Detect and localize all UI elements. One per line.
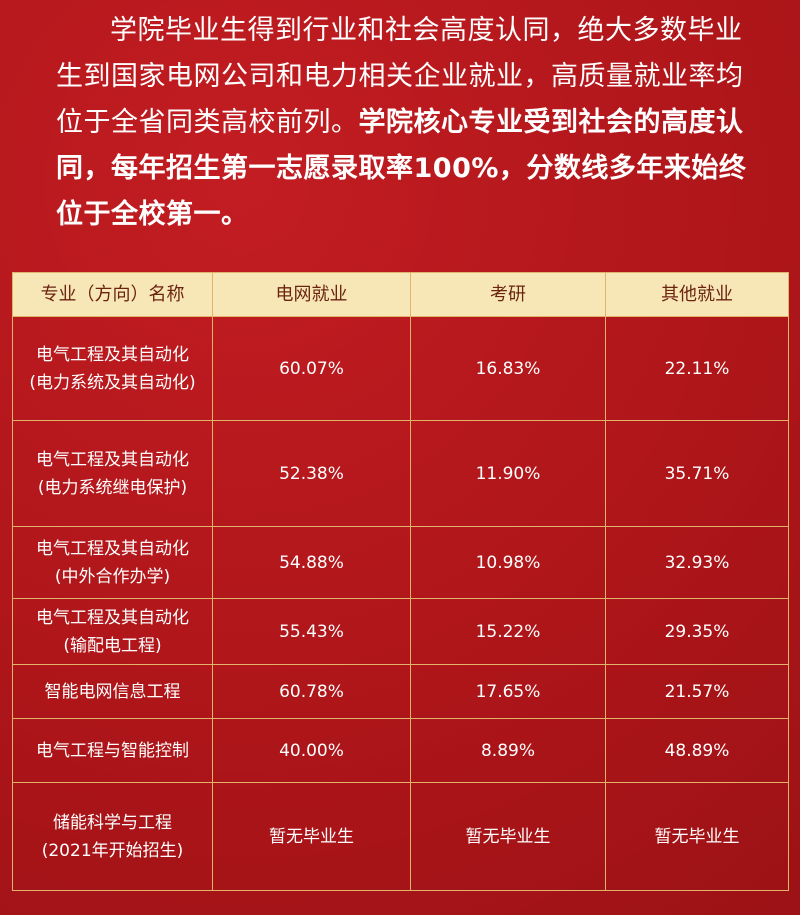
rate-cell: 55.43% (212, 598, 411, 665)
rate-cell: 21.57% (605, 664, 789, 719)
rate-cell: 29.35% (605, 598, 789, 665)
employment-table: 专业（方向）名称 电网就业 考研 其他就业 电气工程及其自动化 (电力系统及其自动化) 6… (12, 272, 789, 891)
major-name-line: 电气工程与智能控制 (36, 740, 189, 761)
header-cell: 电网就业 (212, 272, 411, 317)
rate-cell: 11.90% (410, 420, 606, 527)
rate-cell: 40.00% (212, 718, 411, 783)
major-name-line: 电气工程及其自动化 (36, 449, 189, 470)
major-name-line: 电气工程及其自动化 (36, 344, 189, 365)
header-cell: 专业（方向）名称 (12, 272, 213, 317)
major-name-line: 智能电网信息工程 (44, 681, 181, 702)
header-cell: 其他就业 (605, 272, 789, 317)
rate-cell: 暂无毕业生 (410, 782, 606, 891)
rate-cell: 16.83% (410, 316, 606, 421)
intro-paragraph: 学院毕业生得到行业和社会高度认同，绝大多数毕业生到国家电网公司和电力相关企业就业… (56, 8, 768, 238)
rate-cell: 22.11% (605, 316, 789, 421)
major-name-line: (电力系统继电保护) (37, 477, 188, 498)
major-name-cell: 智能电网信息工程 (12, 664, 213, 719)
table-row: 储能科学与工程 (2021年开始招生) 暂无毕业生 暂无毕业生 暂无毕业生 (12, 782, 789, 891)
rate-cell: 52.38% (212, 420, 411, 527)
table-row: 电气工程及其自动化 (电力系统及其自动化) 60.07% 16.83% 22.11% (12, 316, 789, 421)
intro-bold-text: 学院核心专业受到社会的高度认同，每年招生第一志愿录取率100%，分数线多年来始终… (56, 107, 747, 230)
header-cell: 考研 (410, 272, 606, 317)
rate-cell: 17.65% (410, 664, 606, 719)
major-name-line: 电气工程及其自动化 (36, 538, 189, 559)
major-name-cell: 电气工程与智能控制 (12, 718, 213, 783)
table-row: 电气工程及其自动化 (中外合作办学) 54.88% 10.98% 32.93% (12, 526, 789, 599)
rate-cell: 48.89% (605, 718, 789, 783)
major-name-cell: 电气工程及其自动化 (电力系统继电保护) (12, 420, 213, 527)
rate-cell: 54.88% (212, 526, 411, 599)
major-name-line: (电力系统及其自动化) (29, 372, 196, 393)
major-name-line: (2021年开始招生) (41, 840, 184, 861)
rate-cell: 8.89% (410, 718, 606, 783)
header-row: 专业（方向）名称 电网就业 考研 其他就业 (12, 272, 789, 317)
major-name-cell: 电气工程及其自动化 (输配电工程) (12, 598, 213, 665)
rate-cell: 35.71% (605, 420, 789, 527)
rate-cell: 15.22% (410, 598, 606, 665)
rate-cell: 暂无毕业生 (605, 782, 789, 891)
rate-cell: 60.07% (212, 316, 411, 421)
table-row: 智能电网信息工程 60.78% 17.65% 21.57% (12, 664, 789, 719)
rate-cell: 10.98% (410, 526, 606, 599)
intro-text: 学院毕业生得到行业和社会高度认同，绝大多数毕业生到国家电网公司和电力相关企业就业… (56, 15, 744, 138)
rate-cell: 32.93% (605, 526, 789, 599)
table-row: 电气工程及其自动化 (输配电工程) 55.43% 15.22% 29.35% (12, 598, 789, 665)
major-name-line: 储能科学与工程 (53, 812, 172, 833)
major-name-cell: 储能科学与工程 (2021年开始招生) (12, 782, 213, 891)
major-name-cell: 电气工程及其自动化 (电力系统及其自动化) (12, 316, 213, 421)
major-name-cell: 电气工程及其自动化 (中外合作办学) (12, 526, 213, 599)
major-name-line: (输配电工程) (63, 635, 162, 656)
table-row: 电气工程及其自动化 (电力系统继电保护) 52.38% 11.90% 35.71% (12, 420, 789, 527)
rate-cell: 60.78% (212, 664, 411, 719)
rate-cell: 暂无毕业生 (212, 782, 411, 891)
table-row: 电气工程与智能控制 40.00% 8.89% 48.89% (12, 718, 789, 783)
major-name-line: (中外合作办学) (54, 566, 171, 587)
major-name-line: 电气工程及其自动化 (36, 607, 189, 628)
